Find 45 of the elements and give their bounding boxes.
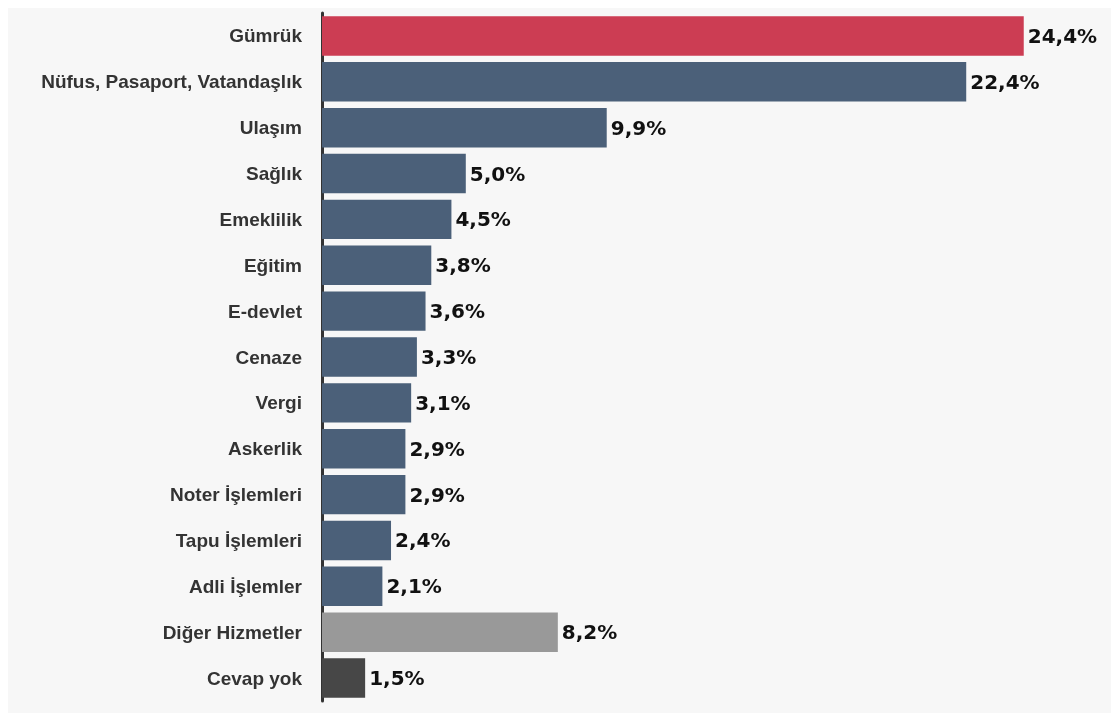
- y-tick-label: Cenaze: [235, 346, 302, 368]
- y-tick-label: Emeklilik: [219, 208, 303, 230]
- bar: [322, 337, 417, 377]
- y-tick-label: Ulaşım: [239, 117, 302, 139]
- bar: [322, 107, 607, 148]
- y-tick-label: Adli İşlemler: [189, 575, 303, 597]
- y-tick-label: Diğer Hizmetler: [162, 621, 303, 643]
- y-tick-label: Askerlik: [228, 438, 303, 460]
- data-label: 2,4%: [395, 528, 451, 553]
- y-tick-label: Gümrük: [229, 25, 303, 47]
- y-tick-label: Noter İşlemleri: [170, 484, 302, 506]
- data-label: 8,2%: [561, 620, 618, 645]
- data-label: 22,4%: [970, 69, 1040, 94]
- data-label: 2,1%: [386, 574, 442, 599]
- bar: [322, 383, 412, 423]
- bar: [322, 245, 432, 285]
- bar: [322, 566, 383, 607]
- y-tick-label: Vergi: [255, 392, 302, 414]
- y-tick-label: Cevap yok: [206, 667, 303, 689]
- data-label: 3,6%: [429, 299, 485, 324]
- y-tick-label: Eğitim: [243, 254, 302, 276]
- data-label: 3,8%: [435, 253, 491, 278]
- bar: [322, 16, 1024, 56]
- data-label: 2,9%: [409, 436, 465, 461]
- bar: [322, 62, 967, 102]
- bar: [322, 291, 426, 331]
- data-label: 2,9%: [409, 482, 465, 507]
- y-tick-label: Nüfus, Pasaport, Vatandaşlık: [41, 71, 303, 93]
- data-label: 3,3%: [420, 345, 477, 369]
- bar: [322, 199, 452, 240]
- data-label: 24,4%: [1027, 23, 1098, 48]
- bar: [322, 474, 406, 515]
- bar: [322, 658, 366, 698]
- bar: [322, 612, 558, 652]
- data-label: 3,1%: [415, 390, 471, 415]
- y-tick-label: E-devlet: [228, 300, 303, 322]
- y-tick-label: Sağlık: [246, 163, 303, 185]
- bar: [322, 153, 466, 194]
- data-label: 1,5%: [369, 666, 425, 691]
- data-label: 9,9%: [610, 115, 667, 140]
- data-label: 4,5%: [455, 207, 511, 232]
- data-label: 5,0%: [469, 161, 526, 186]
- bar: [322, 520, 392, 561]
- y-tick-label: Tapu İşlemleri: [175, 529, 302, 551]
- bar: [322, 429, 406, 469]
